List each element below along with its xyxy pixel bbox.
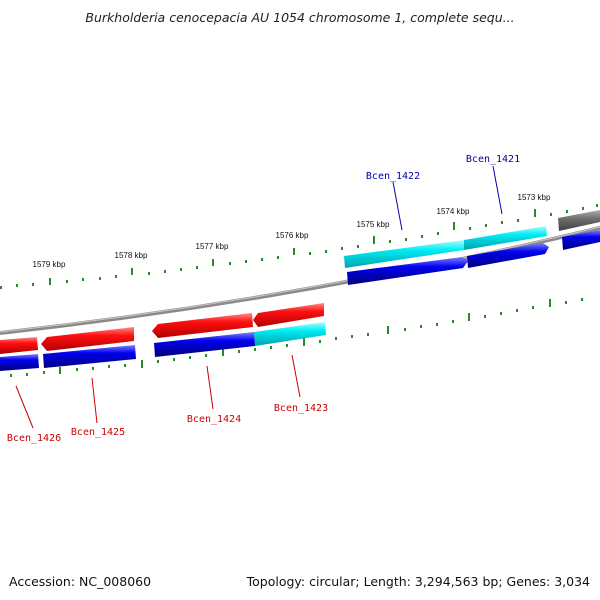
tick-label: 1573 kbp (518, 193, 551, 202)
gene-label[interactable]: Bcen_1426 (7, 433, 61, 444)
chromosome-backbone (0, 226, 600, 335)
accession-text: Accession: NC_008060 (9, 574, 152, 589)
gene-cyan-1423[interactable] (254, 322, 326, 346)
gene-red-1425[interactable] (41, 327, 134, 351)
gene-cyan-1422[interactable] (344, 240, 464, 268)
lower-tick-track (10, 298, 583, 377)
gene-red-1423[interactable] (253, 303, 324, 327)
genome-summary-text: Topology: circular; Length: 3,294,563 bp… (246, 574, 590, 589)
gene-blue-1426[interactable] (0, 354, 39, 371)
gene-blue-1421[interactable] (467, 243, 549, 268)
gene-leader-lines (15, 165, 503, 429)
gene-gray[interactable] (558, 210, 600, 231)
gene-label[interactable]: Bcen_1424 (187, 414, 241, 425)
tick-label: 1579 kbp (33, 260, 66, 269)
gene-red-1424[interactable] (152, 313, 253, 338)
gene-label[interactable]: Bcen_1422 (366, 171, 420, 182)
gene-blue-right-edge[interactable] (562, 230, 600, 250)
gene-red-1426[interactable] (0, 337, 38, 354)
gene-label[interactable]: Bcen_1423 (274, 403, 328, 414)
upper-tick-track (0, 204, 598, 289)
tick-label: 1578 kbp (115, 251, 148, 260)
tick-label: 1577 kbp (196, 242, 229, 251)
tick-label: 1576 kbp (276, 231, 309, 240)
tick-label: 1575 kbp (357, 220, 390, 229)
tick-label: 1574 kbp (437, 207, 470, 216)
map-title: Burkholderia cenocepacia AU 1054 chromos… (85, 10, 515, 25)
gene-label[interactable]: Bcen_1425 (71, 427, 125, 438)
gene-blue-1422[interactable] (347, 257, 468, 285)
gene-blue-1424[interactable] (154, 332, 255, 357)
gene-cyan-1421[interactable] (464, 226, 547, 250)
gene-blue-1425[interactable] (43, 345, 136, 368)
gene-label[interactable]: Bcen_1421 (466, 154, 520, 165)
